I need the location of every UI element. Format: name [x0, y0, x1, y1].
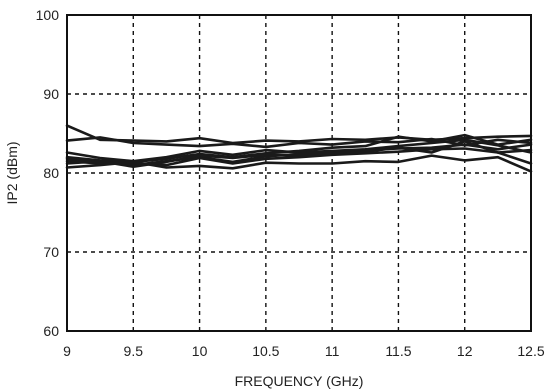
x-tick-label: 11.5 — [385, 343, 411, 359]
y-tick-labels: 60 70 80 90 100 — [36, 7, 60, 339]
x-tick-label: 12 — [457, 343, 473, 359]
x-tick-label: 9 — [63, 343, 71, 359]
series-line-4 — [65, 133, 533, 164]
x-tick-label: 12.5 — [517, 343, 544, 359]
x-tick-label: 10 — [192, 343, 208, 359]
y-tick-label: 60 — [43, 323, 59, 339]
x-tick-label: 10.5 — [252, 343, 279, 359]
y-tick-label: 100 — [36, 7, 60, 23]
x-tick-label: 9.5 — [124, 343, 144, 359]
y-tick-label: 90 — [43, 86, 59, 102]
y-axis-title: IP2 (dBm) — [4, 141, 20, 204]
data-series — [65, 124, 533, 173]
y-tick-label: 70 — [43, 244, 59, 260]
series-line-1 — [65, 124, 533, 145]
x-tick-labels: 9 9.5 10 10.5 11 11.5 12 12.5 — [63, 343, 545, 359]
x-axis-title: FREQUENCY (GHz) — [235, 373, 364, 389]
plot-frame — [66, 14, 532, 332]
y-tick-label: 80 — [43, 165, 59, 181]
x-tick-label: 11 — [325, 343, 340, 359]
series-line-8 — [65, 154, 533, 173]
grid — [67, 15, 531, 331]
series-line-2 — [65, 136, 533, 149]
series-line-7 — [65, 140, 533, 168]
